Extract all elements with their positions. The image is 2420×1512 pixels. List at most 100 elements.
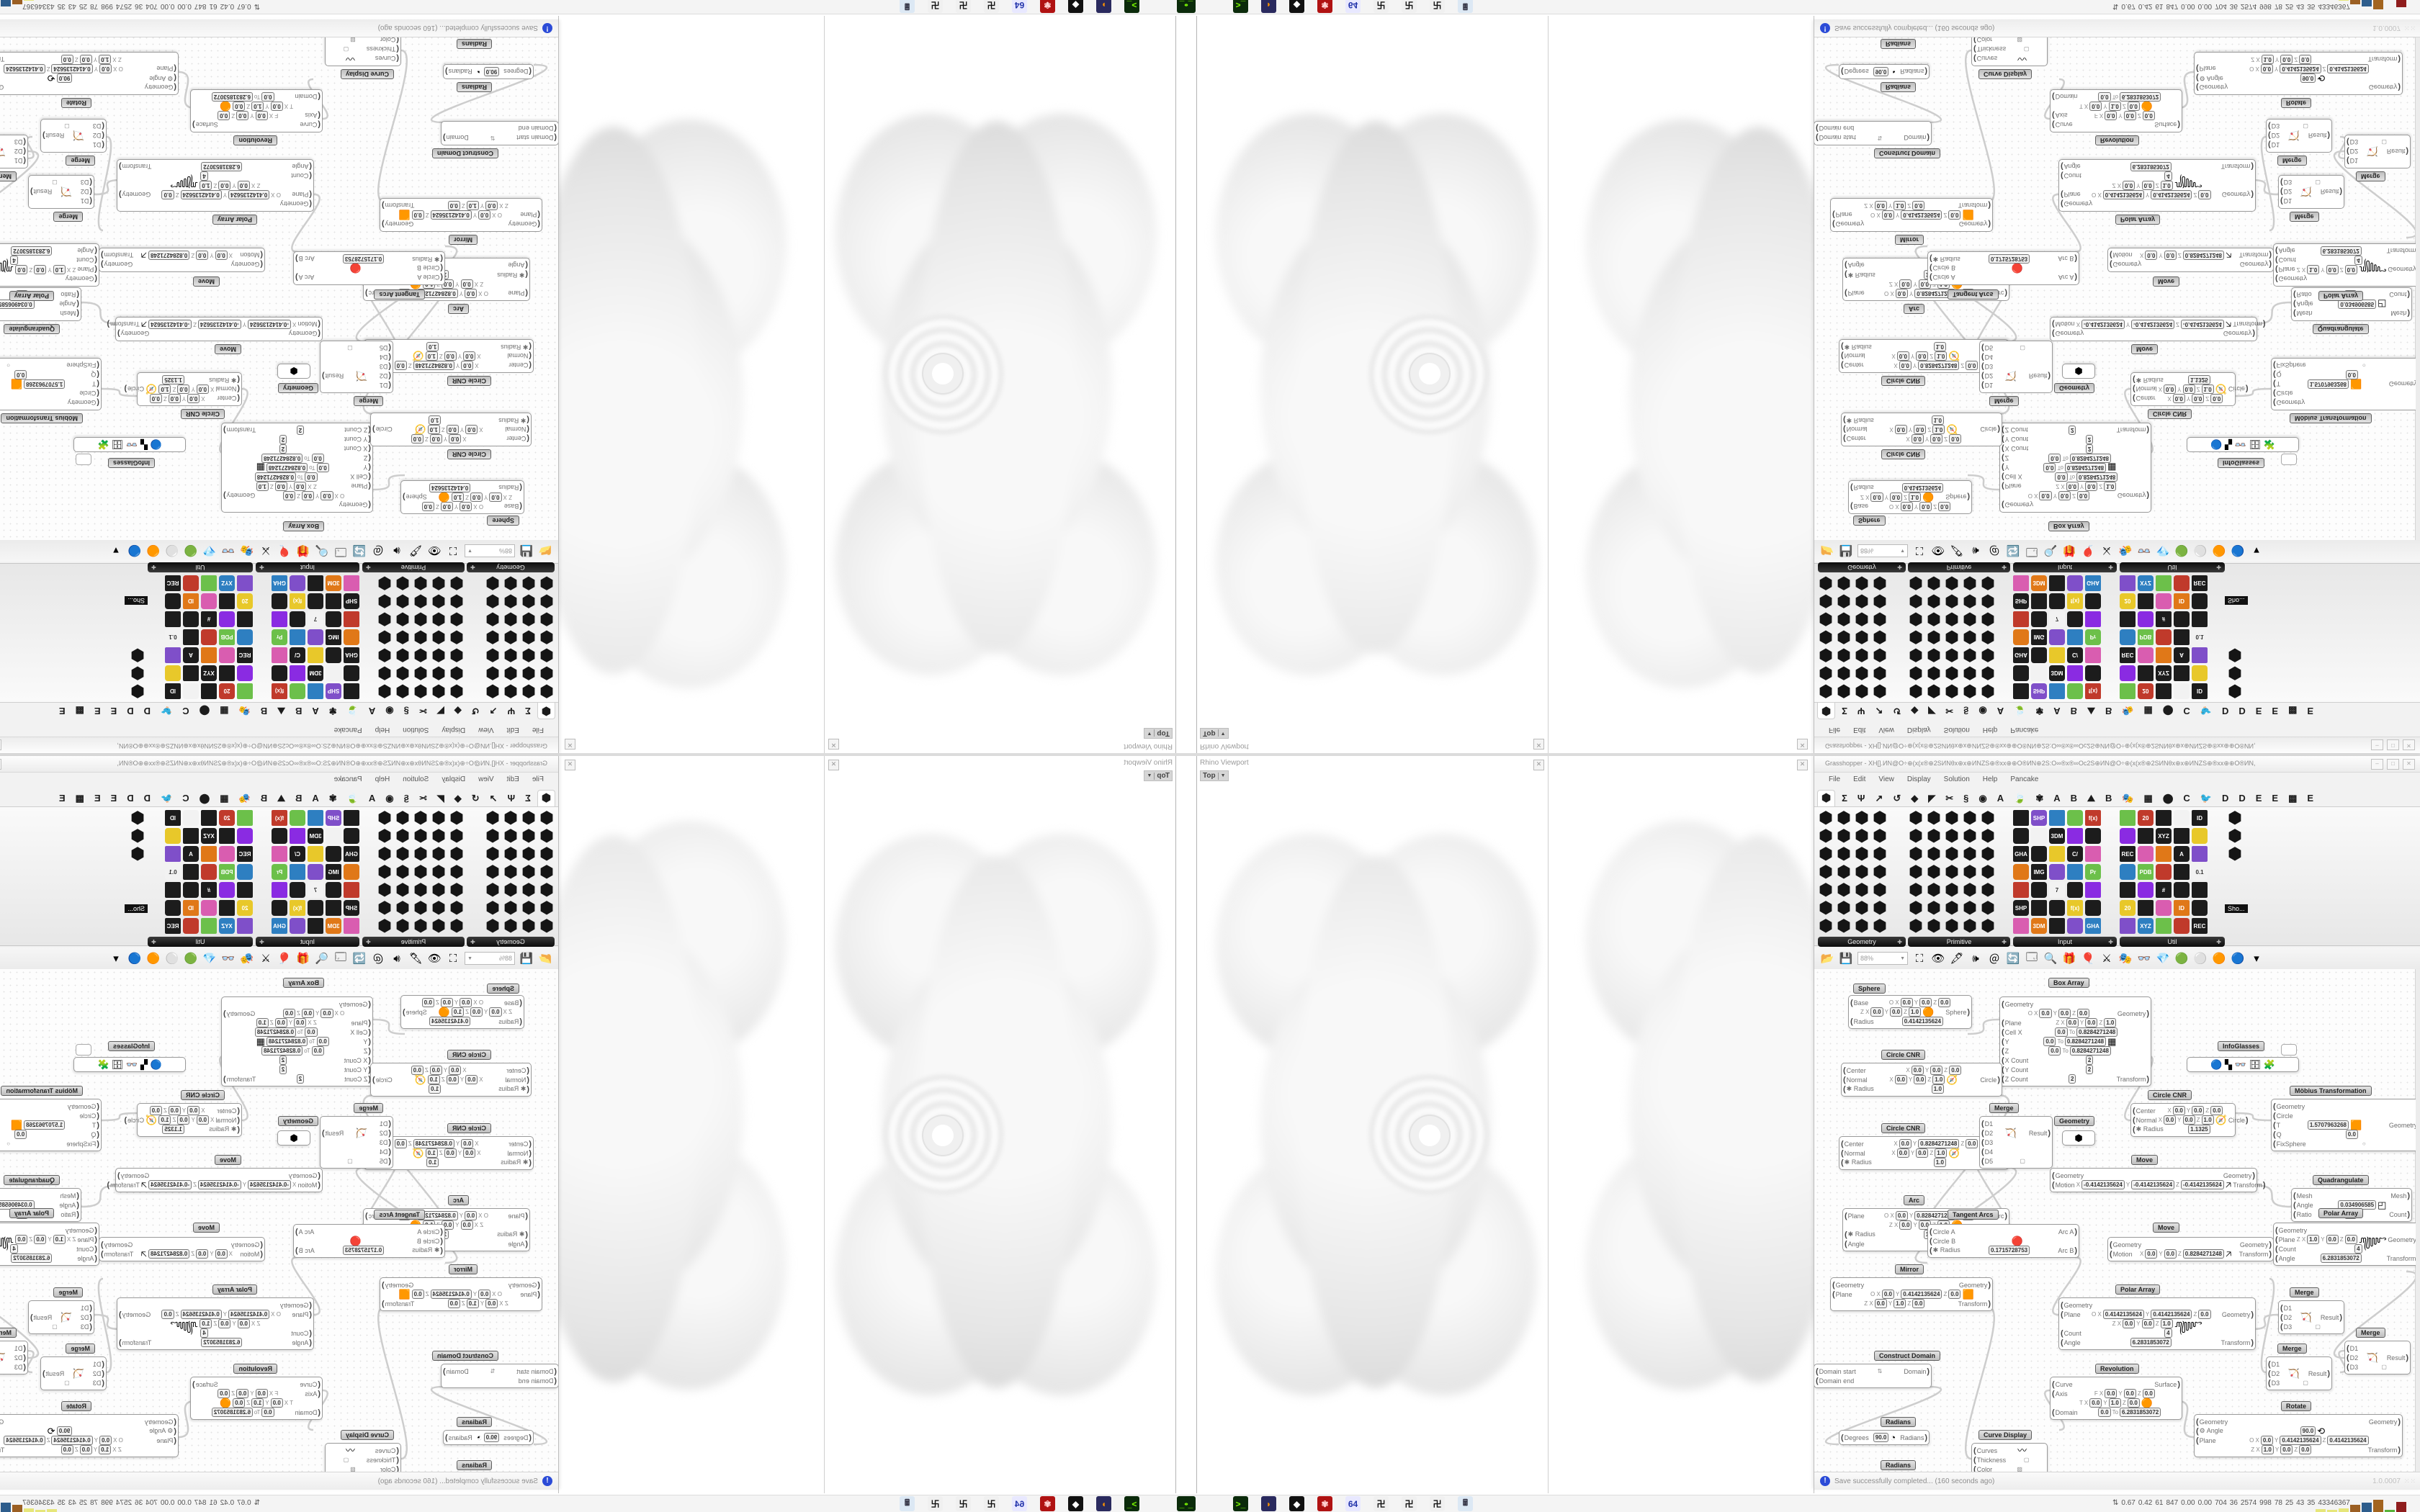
component-icon[interactable] bbox=[344, 683, 359, 699]
component-icon[interactable]: ⬢ bbox=[1837, 918, 1851, 934]
input-port[interactable]: (Z Count bbox=[344, 426, 371, 435]
component-icon[interactable] bbox=[2067, 611, 2083, 627]
input-port[interactable]: (T bbox=[2273, 1120, 2281, 1130]
node-mirror[interactable]: (Geometry Geometry)(Plane O X 0.0 Y 0.4142135… bbox=[380, 1277, 542, 1311]
toolbar-icon-7[interactable]: 🔍 bbox=[2043, 953, 2058, 965]
toolbar-icon-12[interactable]: 👓 bbox=[221, 544, 236, 557]
component-icon[interactable] bbox=[344, 810, 359, 826]
component-icon[interactable]: GHA bbox=[2085, 575, 2101, 591]
input-port[interactable]: (Ratio bbox=[2293, 290, 2312, 300]
input-port[interactable]: (Normal bbox=[1841, 351, 1865, 361]
input-port[interactable]: (Color bbox=[1973, 37, 1993, 45]
input-port[interactable]: (D1 bbox=[2347, 156, 2359, 166]
component-icon[interactable]: SHP bbox=[344, 900, 359, 916]
ribbon-tab-27[interactable]: E bbox=[2307, 706, 2314, 716]
node-name-geometry[interactable]: Geometry bbox=[277, 383, 318, 393]
node-name-tangent-arcs[interactable]: Tangent Arcs bbox=[374, 1210, 425, 1220]
component-icon[interactable]: ⬢ bbox=[130, 665, 145, 681]
value-chip[interactable]: 90.0 bbox=[56, 73, 73, 83]
value-chip[interactable]: 0.0 bbox=[444, 351, 457, 361]
value-chip[interactable]: 0.8284271248 bbox=[2076, 1027, 2118, 1037]
component-icon[interactable]: ⬢ bbox=[1837, 846, 1851, 862]
component-icon[interactable]: ⬢ bbox=[1909, 918, 1923, 934]
toolbar-icon-6[interactable]: 🗔 bbox=[334, 950, 347, 963]
menu-help[interactable]: Help bbox=[1982, 726, 1998, 734]
menu-pancake[interactable]: Pancake bbox=[2010, 775, 2039, 783]
component-icon[interactable] bbox=[2049, 864, 2065, 880]
firefox-icon[interactable]: ◗ bbox=[1261, 1496, 1276, 1511]
output-port[interactable]: Result) bbox=[2308, 1369, 2330, 1378]
value-chip[interactable]: 0.0 bbox=[2299, 1445, 2312, 1454]
ribbon-tab-13[interactable]: A bbox=[2053, 706, 2061, 716]
component-icon[interactable]: REC bbox=[237, 846, 253, 862]
ribbon-tab-10[interactable]: A bbox=[368, 793, 376, 804]
node-name-merge[interactable]: Merge bbox=[66, 1344, 95, 1354]
node-name-mirror[interactable]: Mirror bbox=[1895, 235, 1924, 245]
component-icon[interactable]: ID bbox=[2174, 900, 2190, 916]
component-icon[interactable] bbox=[326, 882, 341, 898]
component-icon[interactable] bbox=[2138, 846, 2154, 862]
value-chip[interactable]: 1.0 bbox=[99, 55, 112, 64]
input-port[interactable]: (Plane bbox=[1845, 289, 1865, 298]
minimize-button[interactable]: – bbox=[0, 739, 1, 750]
input-port[interactable]: (Curve bbox=[300, 120, 321, 130]
component-icon[interactable] bbox=[2156, 647, 2172, 663]
ribbon-tab-8[interactable]: § bbox=[1963, 793, 1969, 804]
value-chip[interactable]: 0.0 bbox=[196, 384, 209, 394]
output-port[interactable]: Geometry) bbox=[0, 1418, 4, 1426]
component-icon[interactable]: ⬢ bbox=[1873, 593, 1887, 609]
value-chip[interactable]: -0.4142135624 bbox=[2180, 1180, 2224, 1189]
value-chip[interactable]: 0.0 bbox=[2085, 1018, 2098, 1027]
toolbar-icon-2[interactable]: 🖋 bbox=[408, 953, 423, 965]
toolbar-icon-4[interactable]: ＠ bbox=[1989, 544, 2000, 557]
component-icon[interactable]: ⬢ bbox=[449, 593, 464, 609]
component-icon[interactable]: ⬢ bbox=[485, 810, 500, 826]
component-icon[interactable]: 20 bbox=[219, 683, 235, 699]
node-name-radians[interactable]: Radians bbox=[1881, 1460, 1917, 1470]
node-name-move[interactable]: Move bbox=[2131, 1155, 2159, 1165]
component-icon[interactable]: ⬢ bbox=[449, 647, 464, 663]
value-chip[interactable]: 0.0 bbox=[1930, 434, 1943, 444]
component-icon[interactable] bbox=[344, 918, 359, 934]
palette-label-primitive[interactable]: Primitive ✚ bbox=[362, 937, 465, 947]
component-icon[interactable]: ⬢ bbox=[1963, 846, 1977, 862]
firefox-icon[interactable]: ◗ bbox=[1096, 0, 1111, 13]
component-icon[interactable]: ⬢ bbox=[1945, 629, 1959, 645]
output-port[interactable]: Circle) bbox=[1980, 1075, 2000, 1084]
value-chip[interactable]: 1.5707963268 bbox=[2307, 379, 2349, 389]
value-chip[interactable]: 0.0 bbox=[1930, 1066, 1943, 1075]
component-icon[interactable] bbox=[2067, 828, 2083, 844]
component-icon[interactable] bbox=[237, 810, 253, 826]
component-icon[interactable]: ⬢ bbox=[1819, 918, 1833, 934]
component-icon[interactable] bbox=[290, 683, 305, 699]
node-name-merge[interactable]: Merge bbox=[66, 156, 95, 166]
red-app-icon[interactable]: ✾ bbox=[1040, 0, 1055, 13]
save-file-icon[interactable]: 💾 bbox=[519, 544, 534, 557]
value-chip[interactable]: 6.2831853072 bbox=[211, 1408, 253, 1417]
output-port[interactable]: Transform) bbox=[382, 201, 415, 210]
component-icon[interactable]: XYZ bbox=[219, 575, 235, 591]
node-name-revolution[interactable]: Revolution bbox=[233, 1364, 277, 1374]
node-name-infoglasses[interactable]: InfoGlasses bbox=[107, 1041, 155, 1051]
component-icon[interactable]: ⬢ bbox=[413, 611, 428, 627]
value-chip[interactable]: 0.0 bbox=[2164, 384, 2177, 394]
value-chip[interactable]: 0.0 bbox=[2123, 181, 2136, 190]
value-chip[interactable]: 0.0 bbox=[1874, 201, 1887, 210]
output-port[interactable]: Geometry) bbox=[117, 329, 150, 338]
value-chip[interactable]: 0.0 bbox=[2182, 1115, 2195, 1125]
input-port[interactable]: (D2 bbox=[2268, 1369, 2280, 1378]
input-port[interactable]: (⚙ Angle bbox=[2196, 73, 2223, 83]
input-port[interactable]: (D3 bbox=[2268, 122, 2280, 131]
input-port[interactable]: (Circle A bbox=[417, 273, 443, 282]
component-icon[interactable]: ⬢ bbox=[1819, 846, 1833, 862]
component-icon[interactable]: ⬢ bbox=[449, 882, 464, 898]
floppy64-icon[interactable]: 64 bbox=[1345, 0, 1361, 13]
value-chip[interactable]: 0.0 bbox=[2141, 1319, 2154, 1328]
input-port[interactable]: (✱ Radius bbox=[501, 1158, 532, 1167]
component-icon[interactable]: ⬢ bbox=[1855, 665, 1869, 681]
component-icon[interactable] bbox=[2120, 864, 2136, 880]
toolbar-icon-6[interactable]: 🗔 bbox=[334, 546, 347, 559]
node-merge[interactable]: (D1(D2 🏹 Result)(D3(D4(D5 ▢ bbox=[1979, 341, 2053, 393]
input-port[interactable]: (Y Count bbox=[344, 1066, 371, 1074]
